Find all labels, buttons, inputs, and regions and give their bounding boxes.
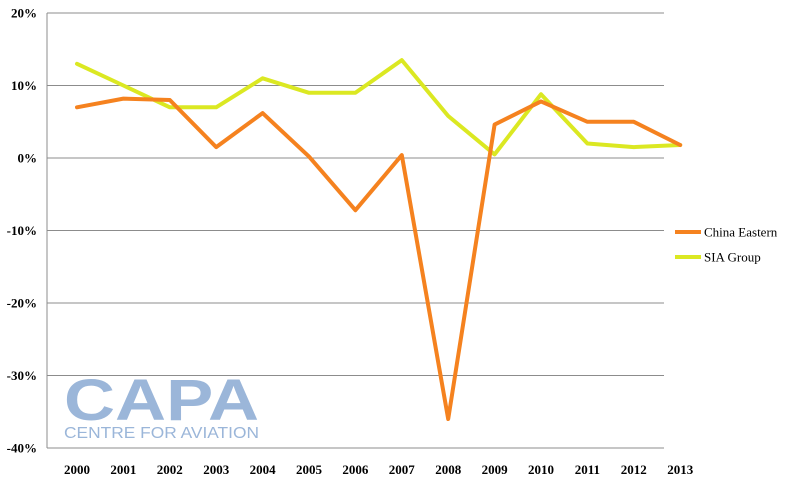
x-tick-label: 2006	[342, 462, 369, 477]
series-lines	[75, 58, 683, 421]
legend: China Eastern SIA Group	[675, 225, 778, 265]
legend-label: SIA Group	[704, 250, 761, 265]
y-tick-label: 10%	[11, 78, 37, 93]
x-tick-label: 2012	[621, 462, 647, 477]
grid-lines	[46, 12, 664, 449]
x-tick-label: 2007	[389, 462, 416, 477]
y-tick-label: -20%	[7, 296, 37, 311]
y-tick-label: -30%	[7, 368, 37, 383]
y-tick-label: -10%	[7, 223, 37, 238]
x-axis-ticks: 2000 2001 2002 2003 2004 2005 2006 2007 2008 2009…	[64, 462, 694, 477]
y-tick-label: -40%	[7, 441, 37, 456]
y-tick-label: 0%	[18, 151, 38, 166]
y-axis-ticks: 20% 10% 0% -10% -20% -30% -40%	[7, 6, 37, 456]
x-tick-label: 2011	[575, 462, 600, 477]
x-tick-label: 2010	[528, 462, 554, 477]
series-line-sia-group	[75, 58, 683, 157]
x-tick-label: 2013	[667, 462, 694, 477]
y-tick-label: 20%	[11, 6, 37, 21]
x-tick-label: 2004	[250, 462, 277, 477]
x-tick-label: 2001	[110, 462, 136, 477]
x-tick-label: 2005	[296, 462, 323, 477]
legend-label: China Eastern	[704, 225, 778, 240]
capa-logo-subtitle: CENTRE FOR AVIATION	[64, 425, 259, 442]
x-tick-label: 2008	[435, 462, 462, 477]
x-tick-label: 2002	[157, 462, 183, 477]
capa-logo-text: CAPA	[64, 368, 259, 433]
x-tick-label: 2000	[64, 462, 90, 477]
capa-watermark: CAPA CENTRE FOR AVIATION	[64, 368, 259, 442]
x-tick-label: 2003	[203, 462, 230, 477]
x-tick-label: 2009	[482, 462, 509, 477]
series-line-china-eastern	[75, 96, 683, 421]
